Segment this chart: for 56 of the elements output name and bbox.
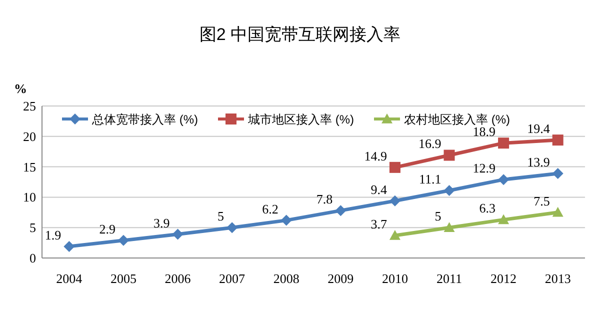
x-tick-label: 2012	[490, 271, 517, 286]
legend-label: 城市地区接入率 (%)	[247, 112, 354, 126]
x-tick-label: 2008	[273, 271, 300, 286]
point	[552, 168, 564, 179]
point	[498, 138, 510, 149]
y-tick-label: 25	[23, 98, 36, 114]
data-label: 16.9	[418, 136, 442, 152]
point	[280, 214, 292, 226]
y-tick-label: 5	[30, 220, 36, 236]
data-label: 1.9	[44, 227, 62, 242]
data-label: 6.3	[479, 200, 496, 216]
point	[498, 214, 510, 224]
data-label: 7.8	[316, 192, 333, 207]
data-label: 9.4	[370, 182, 388, 197]
data-label: 11.1	[418, 172, 442, 187]
y-tick-label: 0	[30, 250, 36, 266]
point	[389, 162, 400, 173]
y-tick-label: 15	[23, 159, 36, 174]
data-label: 3.9	[154, 215, 170, 230]
point	[118, 234, 129, 246]
y-axis-title: %	[14, 81, 27, 96]
point	[172, 228, 184, 240]
data-label: 7.5	[534, 193, 550, 208]
data-label: 3.7	[370, 216, 388, 232]
x-tick-label: 2007	[219, 271, 246, 286]
x-tick-label: 2004	[56, 271, 83, 286]
data-label: 6.2	[262, 201, 278, 216]
x-tick-label: 2011	[436, 271, 462, 286]
point	[444, 185, 455, 196]
point	[552, 206, 564, 217]
legend-label: 农村地区接入率 (%)	[404, 112, 510, 126]
point	[444, 222, 455, 232]
point	[552, 134, 564, 146]
data-label: 14.9	[364, 148, 387, 164]
point	[226, 222, 238, 234]
point	[389, 230, 400, 240]
point	[444, 150, 455, 161]
point	[64, 240, 75, 252]
chart-title: 图2 中国宽带互联网接入率	[199, 25, 401, 44]
point	[498, 174, 510, 186]
x-tick-label: 2013	[544, 271, 571, 286]
y-tick-label: 20	[23, 128, 36, 144]
point	[335, 205, 346, 216]
data-label: 2.9	[99, 221, 116, 236]
data-label: 5	[218, 208, 224, 224]
data-label: 5	[434, 208, 442, 224]
legend-label: 总体宽带接入率 (%)	[91, 112, 198, 126]
data-label: 12.9	[472, 160, 496, 176]
x-tick-label: 2010	[382, 271, 408, 286]
data-label: 19.4	[527, 121, 550, 136]
data-label: 13.9	[527, 154, 550, 170]
x-tick-label: 2006	[164, 271, 192, 286]
point	[389, 195, 400, 206]
x-tick-label: 2009	[328, 271, 354, 286]
y-tick-label: 10	[23, 190, 36, 205]
x-tick-label: 2005	[110, 271, 136, 286]
